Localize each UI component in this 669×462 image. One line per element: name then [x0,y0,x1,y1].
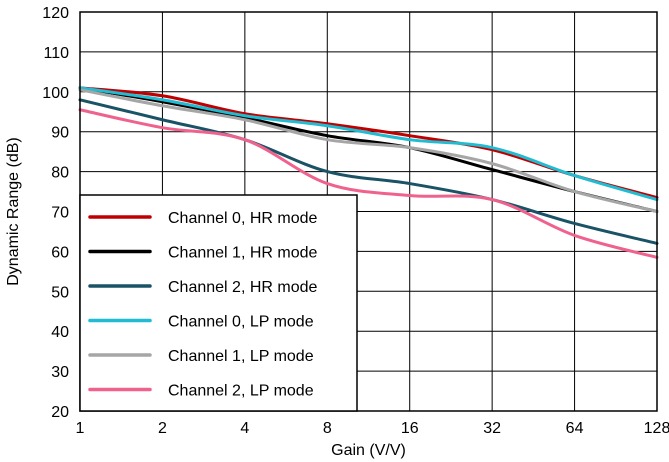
y-tick-label: 30 [51,364,69,381]
x-tick-label: 8 [323,420,332,437]
series-line-6 [78,108,659,259]
y-tick-label: 60 [51,244,69,261]
legend-label-2: Channel 1, HR mode [168,245,318,262]
y-axis-title: Dynamic Range (dB) [5,137,22,286]
x-tick-label: 4 [240,420,249,437]
legend-label-5: Channel 1, LP mode [168,348,314,365]
legend-label-4: Channel 0, LP mode [168,314,314,331]
y-tick-label: 40 [51,324,69,341]
x-tick-label: 32 [483,420,501,437]
y-tick-label: 80 [51,165,69,182]
x-axis-title: Gain (V/V) [331,442,406,459]
series-line-5 [78,88,659,213]
legend-label-6: Channel 2, LP mode [168,383,314,400]
series-lines [78,86,659,259]
series-line-4 [78,86,659,202]
y-tick-label: 20 [51,404,69,421]
x-tick-label: 128 [644,420,669,437]
y-tick-label: 70 [51,205,69,222]
series-line-3 [78,98,659,245]
x-tick-label: 16 [401,420,419,437]
x-tick-label: 2 [158,420,167,437]
y-tick-label: 120 [42,5,69,22]
legend-box [79,194,358,412]
x-tick-label: 64 [566,420,584,437]
tick-labels: 1 2 4 8 16 32 64 128 20 30 40 50 60 70 80 90 100 110 120 [42,5,669,437]
legend-label-1: Channel 0, HR mode [168,210,318,227]
y-tick-label: 90 [51,125,69,142]
legend-label-3: Channel 2, HR mode [168,279,318,296]
x-tick-label: 1 [76,420,85,437]
y-tick-label: 100 [42,85,69,102]
legend: Channel 0, HR mode Channel 1, HR mode Chan… [79,194,358,412]
y-tick-label: 110 [43,45,69,62]
y-tick-label: 50 [51,284,69,301]
